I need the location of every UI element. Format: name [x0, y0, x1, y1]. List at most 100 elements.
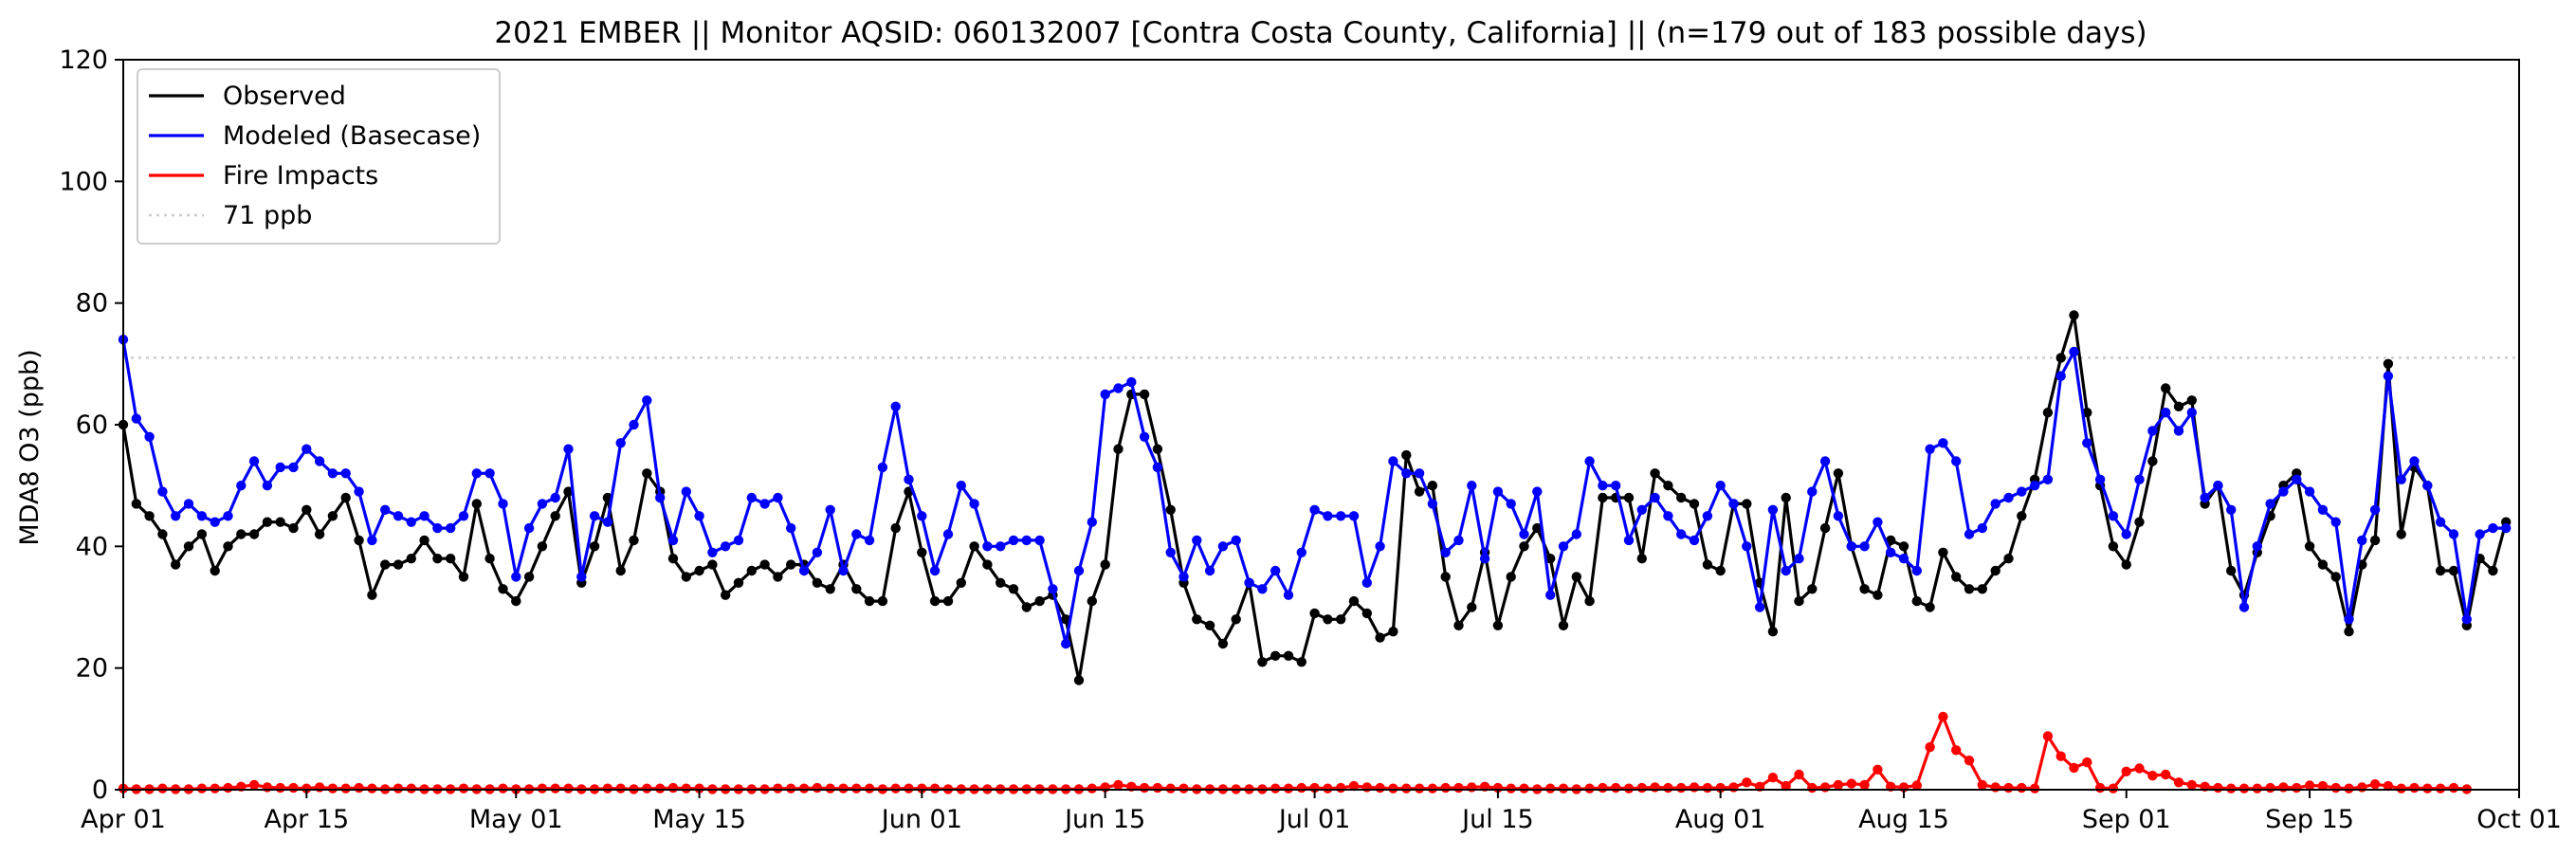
data-point	[786, 783, 796, 793]
data-point	[1048, 584, 1058, 594]
data-point	[523, 572, 535, 582]
data-point	[1767, 627, 1779, 637]
data-point	[2304, 541, 2315, 552]
data-point	[248, 456, 260, 466]
data-point	[2108, 511, 2119, 521]
chart-title: 2021 EMBER || Monitor AQSID: 060132007 […	[494, 16, 2147, 50]
data-point	[1663, 481, 1673, 491]
data-point	[1467, 782, 1477, 793]
data-point	[1388, 783, 1398, 793]
data-point	[1401, 468, 1412, 479]
data-point	[563, 444, 574, 454]
data-point	[1087, 783, 1098, 793]
data-point	[812, 782, 823, 793]
data-point	[1650, 468, 1660, 479]
data-point	[1545, 554, 1556, 564]
data-point	[655, 492, 666, 503]
data-point	[1361, 608, 1373, 619]
data-point	[419, 535, 429, 546]
data-point	[1532, 522, 1543, 534]
data-point	[223, 511, 233, 521]
data-point	[393, 783, 404, 793]
data-point	[1767, 504, 1779, 515]
data-point	[642, 468, 652, 479]
data-point	[2304, 486, 2315, 497]
data-point	[2121, 559, 2131, 570]
data-point	[982, 541, 993, 552]
data-point	[1021, 602, 1032, 612]
x-tick-label: Sep 01	[2082, 805, 2171, 834]
data-point	[1323, 511, 1333, 521]
data-point	[1964, 756, 1975, 766]
data-point	[157, 486, 168, 497]
data-point	[1217, 541, 1229, 552]
data-point	[314, 529, 325, 539]
data-point	[1689, 499, 1700, 509]
data-point	[2069, 346, 2079, 357]
data-point	[1807, 486, 1818, 497]
data-point	[1819, 782, 1831, 793]
data-point	[798, 783, 810, 793]
data-point	[419, 511, 429, 521]
data-point	[2448, 782, 2459, 793]
series-line	[121, 313, 2508, 683]
y-tick-label: 100	[59, 167, 108, 196]
data-point	[1623, 492, 1635, 503]
data-point	[2173, 401, 2184, 411]
data-point	[1938, 547, 1948, 557]
data-point	[2435, 565, 2446, 576]
data-point	[851, 783, 862, 793]
data-point	[1676, 492, 1687, 503]
data-point	[301, 444, 312, 454]
data-point	[327, 783, 338, 793]
data-point	[1623, 535, 1635, 546]
y-tick-label: 120	[59, 46, 108, 75]
data-point	[1925, 602, 1935, 612]
data-point	[707, 547, 718, 557]
y-tick-label: 80	[76, 289, 108, 319]
data-point	[1636, 554, 1648, 564]
data-point	[301, 504, 312, 515]
data-point	[681, 572, 691, 582]
data-point	[1348, 780, 1360, 792]
data-point	[2409, 782, 2420, 793]
axes-layer: 0 20 40 60 80 100 120 Apr 01 Apr 15 May 01 May 15 J…	[59, 46, 2561, 834]
data-point	[2200, 492, 2210, 503]
data-point	[1859, 584, 1870, 594]
data-point	[2017, 486, 2027, 497]
data-point	[1178, 783, 1189, 793]
data-point	[825, 504, 835, 515]
data-point	[1558, 783, 1569, 793]
data-point	[2265, 499, 2275, 509]
data-point	[655, 783, 666, 793]
data-point	[340, 783, 351, 793]
data-point	[458, 572, 469, 582]
data-point	[393, 511, 404, 521]
data-point	[1296, 547, 1307, 557]
data-point	[484, 468, 495, 479]
data-point	[1650, 492, 1660, 503]
data-point	[1676, 529, 1687, 539]
data-point	[1270, 783, 1281, 793]
data-point	[2357, 782, 2367, 793]
x-tick-label: Apr 15	[264, 805, 349, 834]
data-point	[1977, 522, 1987, 534]
data-point	[694, 783, 704, 793]
data-point	[1781, 780, 1791, 792]
data-point	[432, 522, 443, 534]
data-point	[2029, 783, 2040, 793]
data-point	[1990, 499, 2001, 509]
data-point	[1204, 620, 1215, 630]
y-axis-label: MDA8 O3 (ppb)	[15, 349, 45, 545]
data-point	[248, 779, 260, 791]
data-point	[629, 419, 639, 430]
data-point	[1886, 535, 1896, 546]
data-point	[1545, 590, 1556, 600]
data-point	[1663, 782, 1673, 793]
data-point	[746, 565, 757, 576]
data-point	[2369, 535, 2381, 546]
data-point	[1100, 559, 1110, 570]
data-point	[1427, 783, 1438, 793]
data-point	[2265, 782, 2275, 793]
data-point	[2357, 535, 2367, 546]
